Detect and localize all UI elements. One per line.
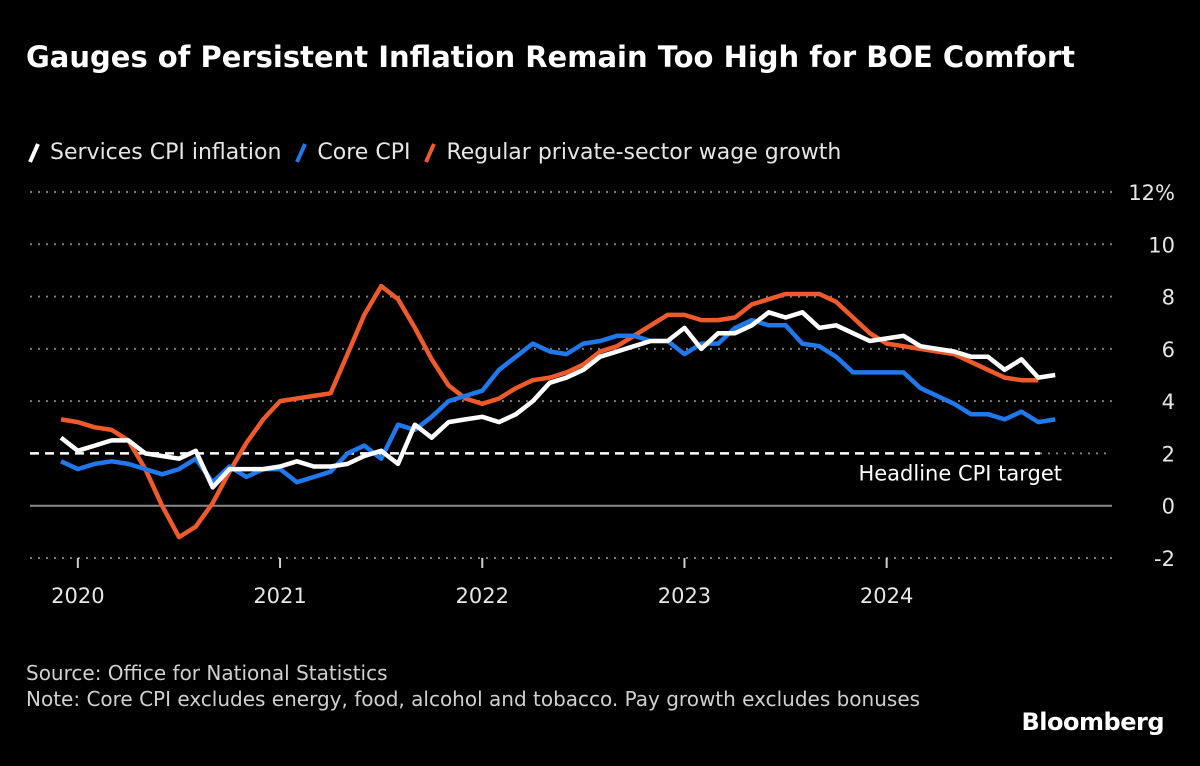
x-tick-label: 2024 (860, 584, 913, 608)
bloomberg-logo: Bloomberg (1021, 708, 1165, 736)
chart-title: Gauges of Persistent Inflation Remain To… (26, 40, 1076, 74)
footer: Source: Office for National Statistics N… (26, 660, 986, 712)
legend-swatch-icon (295, 142, 308, 164)
y-tick-label: 4 (1162, 390, 1175, 414)
legend-label: Services CPI inflation (50, 140, 282, 165)
legend-swatch-icon (424, 142, 437, 164)
legend-swatch-icon (28, 142, 40, 164)
line-chart: 12% 10 8 6 4 2 0 -2 2020 2021 2022 2023 2024 Headline… (30, 181, 1175, 608)
y-tick-label: 6 (1162, 338, 1175, 362)
x-tick-label: 2023 (658, 584, 711, 608)
x-tick-label: 2022 (456, 584, 509, 608)
y-tick-label: 8 (1162, 286, 1175, 310)
y-tick-label: 2 (1162, 442, 1175, 466)
reference-line-label: Headline CPI target (858, 461, 1062, 485)
legend-item-wage: Regular private-sector wage growth (424, 140, 841, 165)
y-tick-label: 12% (1128, 181, 1175, 205)
legend-label: Core CPI (317, 140, 411, 165)
x-tick-label: 2021 (253, 584, 306, 608)
y-tick-label: -2 (1154, 547, 1175, 571)
legend: Services CPI inflation Core CPI Regular … (28, 140, 855, 165)
legend-item-services: Services CPI inflation (28, 140, 281, 165)
x-tick-label: 2020 (51, 584, 104, 608)
services-cpi-line (59, 310, 1056, 490)
legend-item-core: Core CPI (295, 140, 410, 165)
footnote: Note: Core CPI excludes energy, food, al… (26, 687, 921, 711)
source-note: Source: Office for National Statistics (26, 661, 388, 685)
legend-label: Regular private-sector wage growth (446, 140, 842, 165)
y-tick-label: 0 (1162, 495, 1175, 519)
y-tick-label: 10 (1148, 233, 1175, 257)
wage-growth-line (60, 283, 1039, 540)
